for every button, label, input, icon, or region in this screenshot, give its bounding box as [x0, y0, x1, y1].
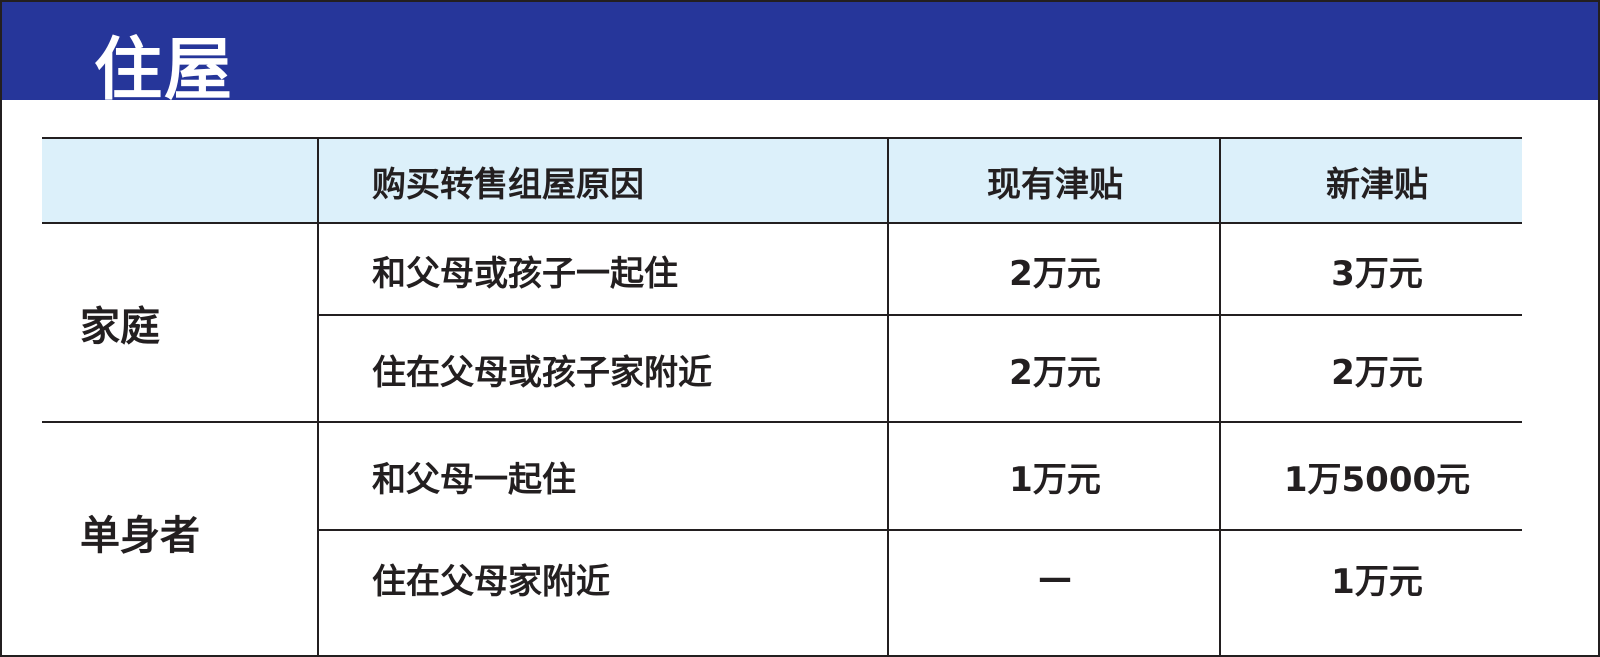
group-label-single: 单身者 [80, 513, 200, 559]
divider [42, 137, 1522, 139]
divider [42, 421, 1522, 423]
table-header-row [42, 138, 1522, 223]
row-reason: 住在父母或孩子家附近 [372, 352, 712, 393]
divider [318, 314, 1522, 316]
header-reason: 购买转售组屋原因 [372, 164, 644, 205]
divider [42, 222, 1522, 224]
divider [887, 137, 889, 657]
divider [318, 529, 1522, 531]
header-new-subsidy: 新津贴 [1326, 164, 1428, 205]
row-current: 1万元 [1009, 460, 1101, 500]
row-current: 2万元 [1009, 352, 1101, 393]
page-title: 住屋 [94, 31, 235, 110]
header-current-subsidy: 现有津贴 [987, 164, 1123, 205]
group-label-family: 家庭 [80, 304, 160, 350]
row-reason: 和父母或孩子一起住 [372, 253, 678, 294]
row-new: 2万元 [1331, 352, 1423, 393]
title-banner: 住屋 [2, 2, 1598, 110]
divider [1219, 137, 1221, 657]
row-new: 3万元 [1331, 253, 1423, 294]
row-reason: 住在父母家附近 [372, 561, 610, 602]
divider [317, 137, 319, 657]
row-new: 1万5000元 [1283, 460, 1471, 500]
row-reason: 和父母一起住 [372, 460, 576, 500]
row-current: 2万元 [1009, 253, 1101, 294]
row-new: 1万元 [1331, 561, 1423, 602]
row-current: — [1038, 558, 1072, 598]
